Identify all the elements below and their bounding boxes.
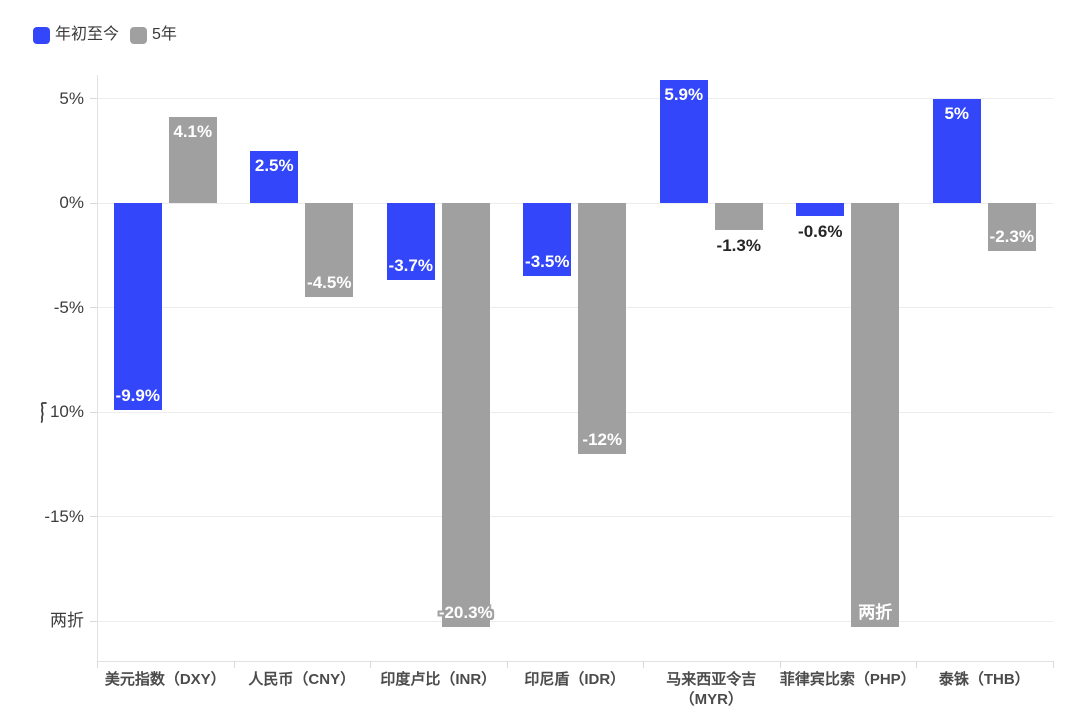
y-axis-tick — [90, 202, 97, 204]
y-axis-label: 0% — [59, 193, 84, 212]
bar-value-label: -3.5% — [525, 252, 570, 272]
x-axis-category-label: 马来西亚令吉 （MYR） — [666, 671, 757, 709]
bar-value-label: 2.5% — [254, 155, 294, 175]
bar-ytd-5[interactable] — [796, 203, 845, 216]
gridline — [97, 98, 1053, 99]
x-axis-tick — [1052, 661, 1054, 668]
x-axis-tick — [779, 661, 781, 668]
bar-value-label: 5% — [944, 103, 970, 123]
axis-break-icon — [40, 401, 47, 423]
y-axis-line — [97, 75, 98, 661]
bar-value-label: -12% — [582, 429, 623, 449]
gridline — [97, 202, 1053, 204]
bar-ytd-3[interactable] — [523, 203, 572, 277]
chart-legend: 年初至今 5年 — [33, 26, 177, 44]
bar-5y-1[interactable] — [305, 203, 354, 298]
y-axis-tick — [90, 98, 97, 99]
x-axis-category-label: 菲律宾比索（PHP） — [779, 671, 916, 688]
y-axis-label: -5% — [53, 297, 84, 317]
legend-item-5y[interactable]: 5年 — [130, 26, 177, 44]
y-axis-tick — [90, 620, 97, 622]
legend-swatch-5y-icon — [130, 26, 148, 44]
legend-swatch-ytd-icon — [33, 26, 50, 44]
y-axis-label: 10% — [0, 401, 84, 423]
gridline — [97, 411, 1053, 413]
bar-5y-2[interactable] — [441, 203, 490, 628]
y-axis-tick — [90, 307, 97, 308]
y-axis-tick — [90, 516, 97, 517]
x-axis-tick — [506, 661, 508, 668]
bar-5y-3[interactable] — [578, 203, 627, 454]
gridline — [97, 516, 1053, 517]
bar-value-label: 两折 — [858, 603, 893, 623]
x-axis-tick — [916, 661, 917, 668]
gridline — [97, 307, 1053, 308]
x-axis-category-label: 美元指数（DXY） — [104, 671, 226, 688]
bar-5y-6[interactable] — [987, 203, 1036, 252]
y-axis-label: -15% — [44, 506, 84, 526]
bar-ytd-4[interactable] — [659, 79, 708, 203]
gridline — [97, 620, 1053, 622]
bar-5y-5[interactable] — [851, 203, 900, 628]
x-axis-tick — [643, 661, 644, 668]
bar-value-label: -0.6% — [798, 221, 843, 241]
x-axis-category-label: 印度卢比（INR） — [380, 671, 497, 688]
x-axis-line — [97, 661, 1053, 662]
x-axis-tick — [97, 661, 98, 668]
bar-5y-4[interactable] — [714, 203, 763, 231]
bar-ytd-2[interactable] — [386, 203, 435, 281]
legend-label-5y: 5年 — [152, 26, 177, 43]
x-axis-category-label: 泰铢（THB） — [938, 671, 1030, 688]
legend-item-ytd[interactable]: 年初至今 — [33, 26, 119, 44]
y-axis-label: 两折 — [50, 611, 84, 630]
y-axis-tick — [90, 411, 97, 413]
x-axis-category-label: 印尼盾（IDR） — [524, 671, 626, 688]
bar-value-label: -9.9% — [115, 385, 160, 405]
bar-value-label: 4.1% — [173, 122, 213, 142]
bar-value-label: -1.3% — [716, 236, 761, 256]
x-axis-tick — [370, 661, 371, 668]
bar-ytd-6[interactable] — [932, 98, 981, 203]
x-axis-category-label: 人民币（CNY） — [248, 671, 356, 688]
bar-value-label: -20.3% — [438, 603, 493, 623]
bar-5y-0[interactable] — [168, 117, 217, 203]
y-axis-label: 5% — [59, 88, 84, 108]
bar-value-label: 5.9% — [664, 84, 704, 104]
bar-value-label: -4.5% — [307, 273, 352, 293]
bar-ytd-0[interactable] — [113, 203, 162, 410]
bar-value-label: -2.3% — [989, 227, 1034, 247]
bar-value-label: -3.7% — [388, 256, 433, 276]
legend-label-ytd: 年初至今 — [55, 26, 120, 43]
bar-ytd-1[interactable] — [250, 150, 299, 203]
x-axis-tick — [233, 661, 235, 668]
